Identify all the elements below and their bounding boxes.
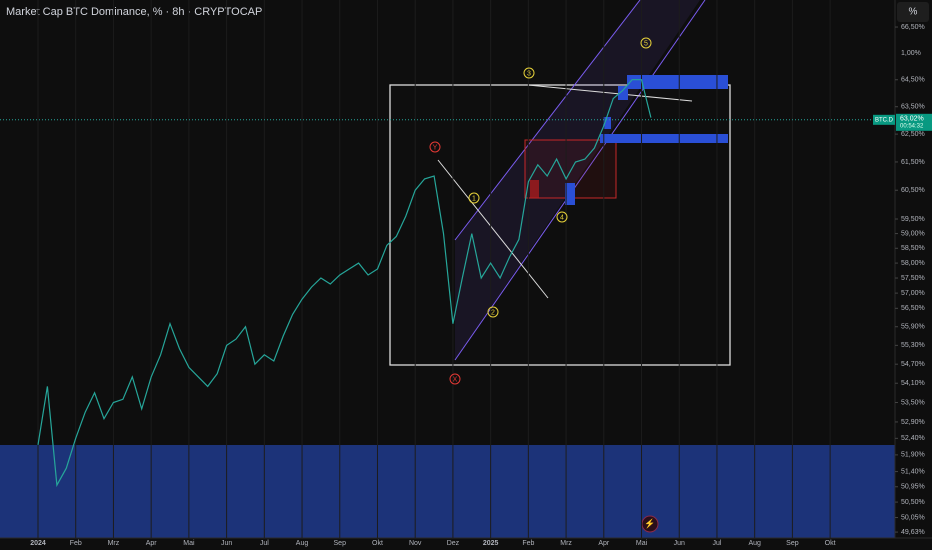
support-zone: [0, 445, 895, 538]
y-tick-label: 56,50%: [901, 305, 925, 312]
y-tick-label: 51,40%: [901, 468, 925, 475]
x-tick-label: Nov: [409, 540, 422, 547]
y-tick-label: 55,90%: [901, 324, 925, 331]
x-tick-label: 2025: [483, 540, 499, 547]
last-price-badge: [896, 113, 932, 131]
wave-label: 3: [527, 70, 531, 77]
y-tick-label: 61,50%: [901, 159, 925, 166]
trend-line: [527, 84, 693, 102]
x-tick-label: Sep: [334, 540, 347, 547]
last-price-label: 63,02%: [900, 116, 924, 123]
zone: [618, 86, 628, 100]
x-tick-label: Feb: [70, 540, 82, 547]
x-tick-label: Mrz: [560, 540, 572, 547]
x-tick-label: Okt: [825, 540, 836, 547]
wave-marker: [429, 141, 441, 153]
zone: [627, 75, 728, 89]
wave-marker: [487, 306, 499, 318]
x-tick-label: Jul: [712, 540, 721, 547]
channel-line: [454, 0, 641, 241]
zone: [600, 134, 728, 143]
price-line: [37, 79, 652, 488]
x-tick-label: Mai: [636, 540, 648, 547]
y-tick-label: 60,50%: [901, 187, 925, 194]
y-tick-label: 59,00%: [901, 230, 925, 237]
y-tick-label: 52,90%: [901, 419, 925, 426]
x-tick-label: Aug: [748, 540, 761, 547]
y-tick-label: 57,00%: [901, 290, 925, 297]
countdown: 00:54:32: [900, 123, 924, 129]
y-tick-label: 50,50%: [901, 499, 925, 506]
x-tick-label: Apr: [598, 540, 610, 547]
y-tick-label: 49,63%: [901, 529, 925, 536]
y-tick-label: 53,50%: [901, 399, 925, 406]
y-tick-label: 55,30%: [901, 342, 925, 349]
zone: [530, 180, 539, 198]
wave-label: 1: [472, 195, 476, 202]
y-tick-label: 51,90%: [901, 452, 925, 459]
x-tick-label: Okt: [372, 540, 383, 547]
x-tick-label: Sep: [786, 540, 799, 547]
y-tick-label: 50,05%: [901, 514, 925, 521]
wave-label: 4: [560, 214, 564, 221]
y-tick-label: 57,50%: [901, 275, 925, 282]
x-tick-label: 2024: [30, 540, 46, 547]
y-tick-label: 58,00%: [901, 260, 925, 267]
y-tick-label: 62,50%: [901, 131, 925, 138]
x-tick-label: Apr: [146, 540, 158, 547]
y-tick-label: 54,10%: [901, 380, 925, 387]
zone: [603, 117, 611, 129]
y-tick-label: 58,50%: [901, 245, 925, 252]
y-tick-label: 64,50%: [901, 77, 925, 84]
wave-marker: [523, 67, 535, 79]
wave-marker: [468, 192, 480, 204]
wave-marker: [449, 373, 461, 385]
wave-label: Y: [433, 144, 438, 151]
scale-button-label[interactable]: %: [909, 7, 918, 18]
wave-label: X: [453, 376, 458, 383]
x-tick-label: Jun: [221, 540, 232, 547]
wave-label: 2: [491, 309, 495, 316]
zone: [565, 183, 575, 205]
y-tick-label: 59,50%: [901, 216, 925, 223]
channel: [455, 0, 700, 360]
change-label: 1,00%: [901, 50, 921, 57]
trend-line: [437, 159, 549, 299]
x-tick-label: Aug: [296, 540, 309, 547]
y-tick-label: 54,70%: [901, 361, 925, 368]
y-tick-label: 63,50%: [901, 104, 925, 111]
x-tick-label: Jul: [260, 540, 269, 547]
wave-marker: [640, 37, 652, 49]
range-box: [389, 84, 731, 366]
wave-marker: [556, 211, 568, 223]
x-tick-label: Mrz: [108, 540, 120, 547]
symbol-label: BTC.D: [875, 117, 894, 123]
channel-line: [454, 0, 706, 361]
x-tick-label: Mai: [183, 540, 195, 547]
chart-title: Market Cap BTC Dominance, % · 8h · CRYPT…: [6, 6, 262, 18]
x-tick-label: Jun: [674, 540, 685, 547]
x-tick-label: Feb: [522, 540, 534, 547]
x-tick-label: Dez: [447, 540, 460, 547]
wave-label: 5: [644, 40, 648, 47]
y-tick-label: 52,40%: [901, 435, 925, 442]
y-tick-label: 50,95%: [901, 484, 925, 491]
scale-button[interactable]: [897, 2, 929, 22]
alert-icon-glyph[interactable]: ⚡: [644, 517, 655, 529]
symbol-badge: [873, 114, 895, 125]
y-tick-label: 66,50%: [901, 24, 925, 31]
